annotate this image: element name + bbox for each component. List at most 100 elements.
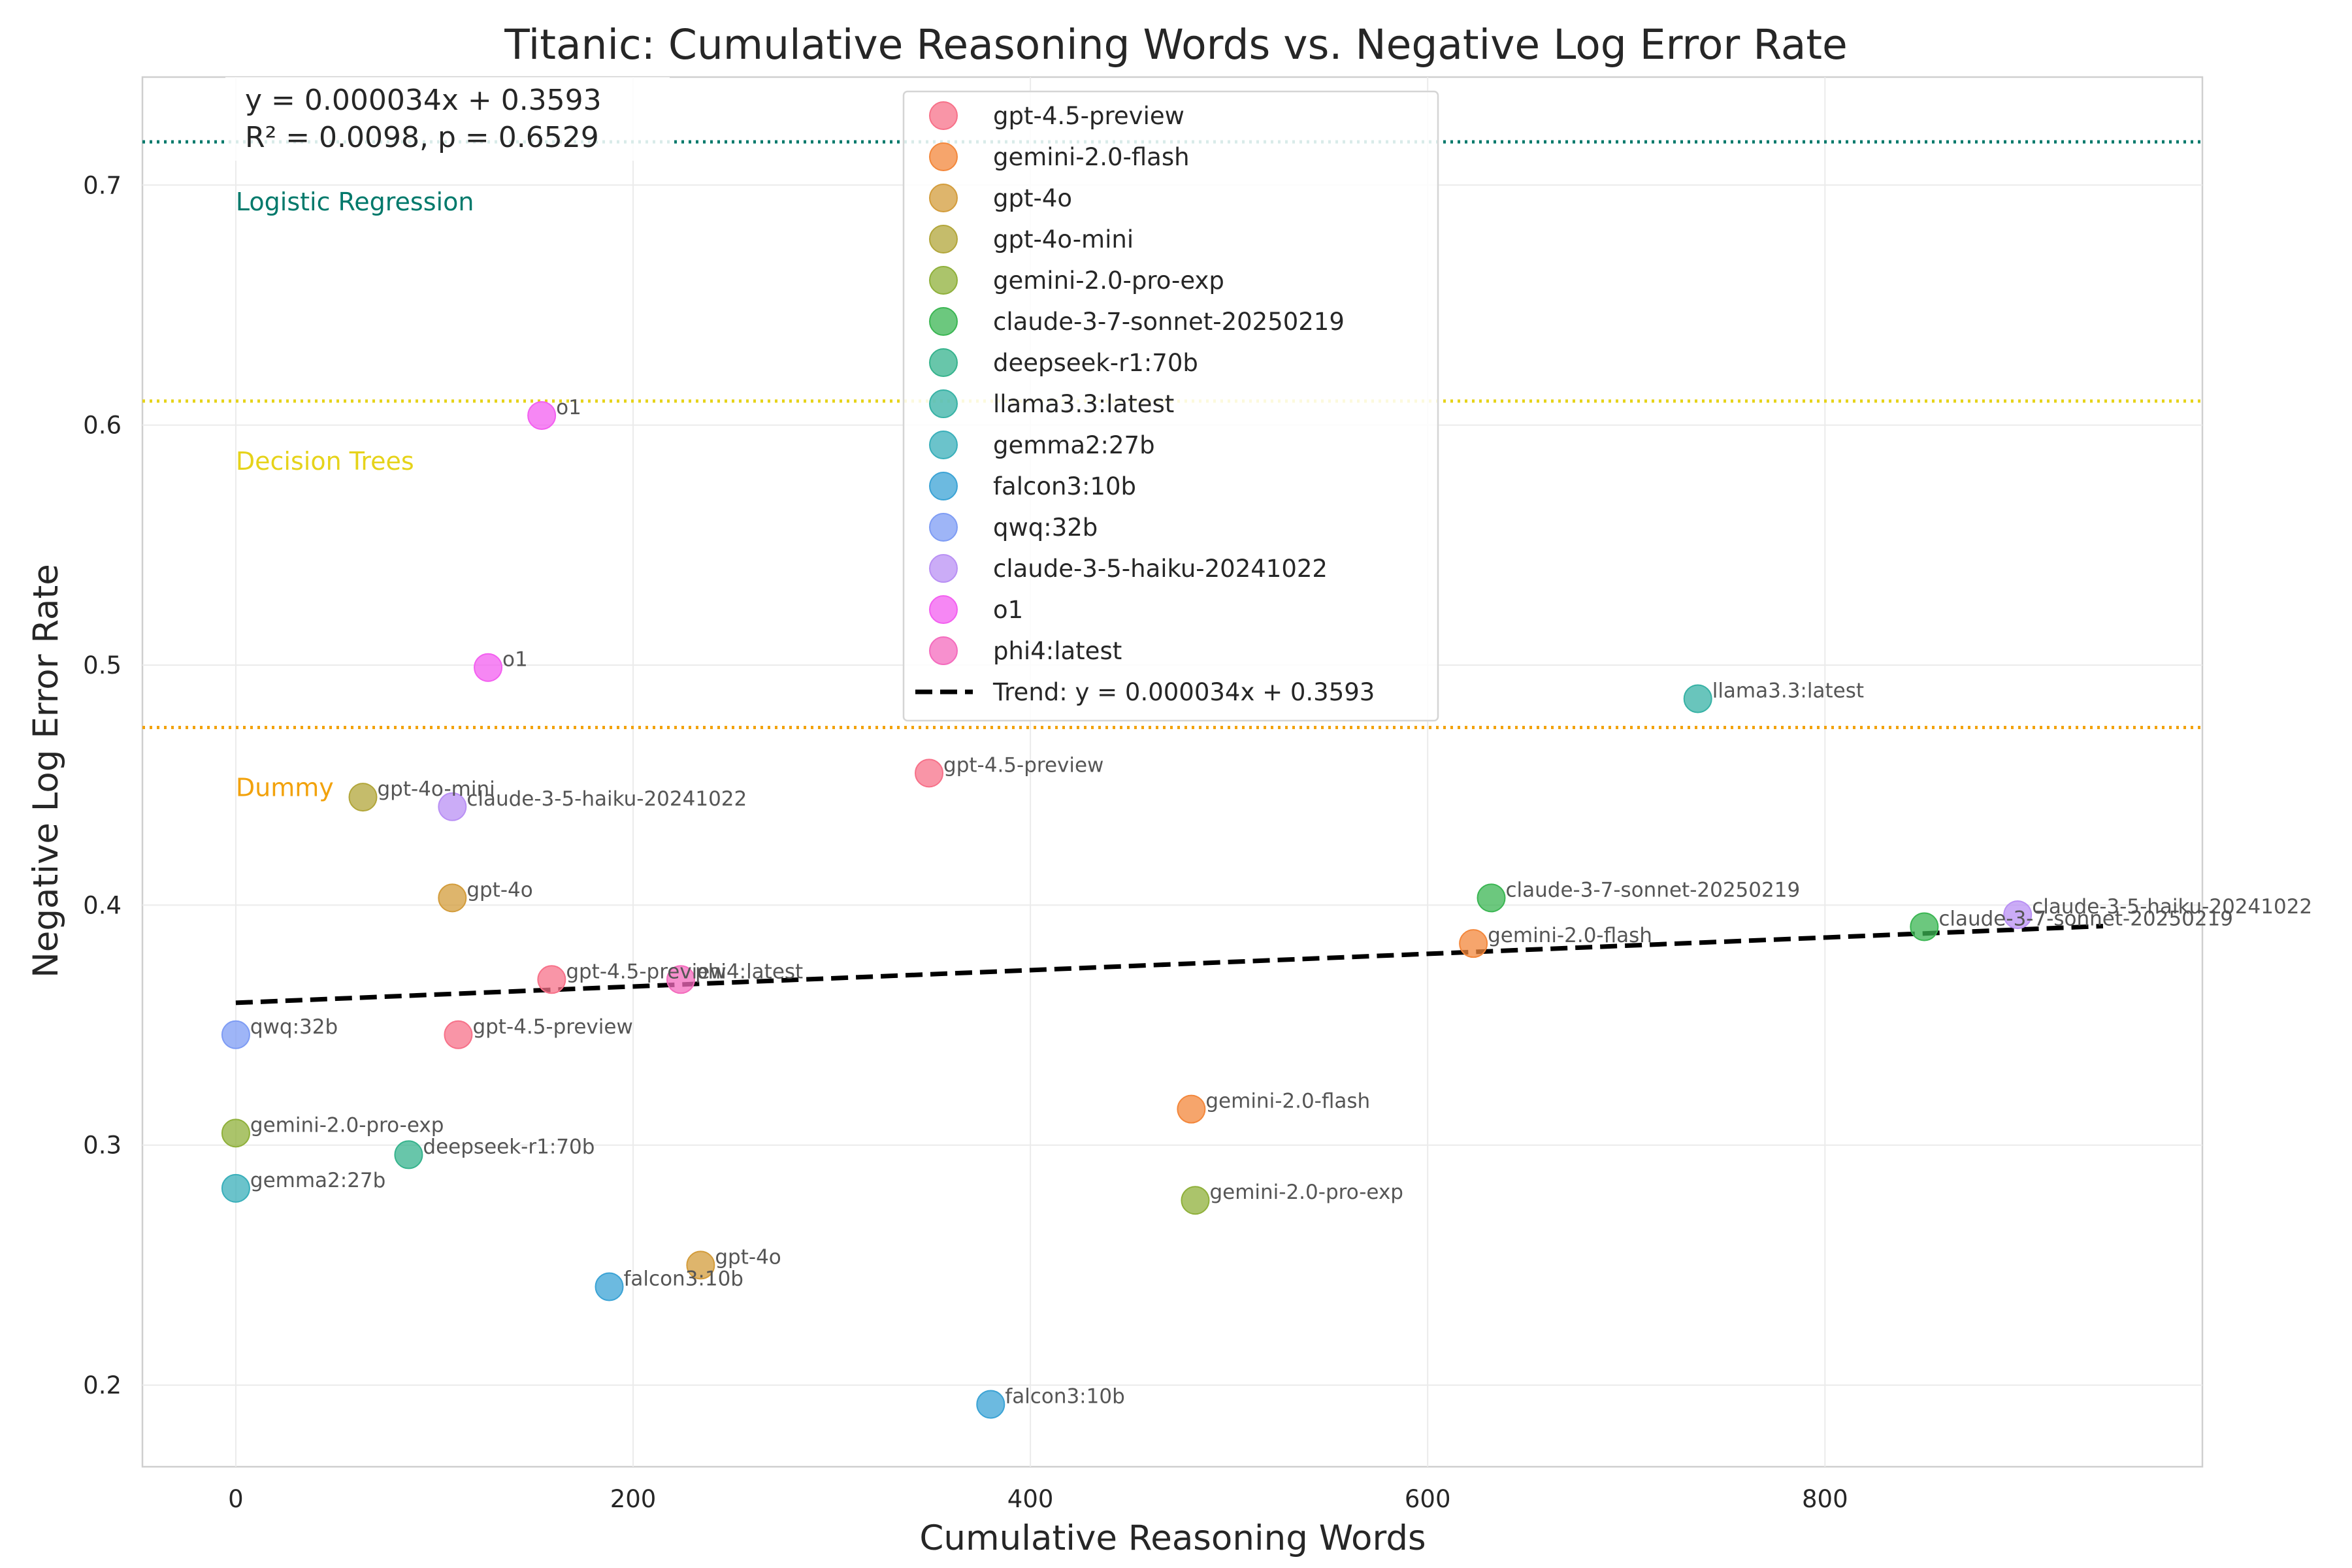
legend-entry-trend: Trend: y = 0.000034x + 0.3593 [992, 678, 1375, 706]
x-tick-label: 0 [228, 1485, 244, 1513]
data-point [1683, 684, 1712, 713]
legend-marker [929, 184, 958, 212]
data-point [221, 1020, 250, 1049]
data-point-label: gpt-4.5-preview [472, 1015, 632, 1039]
data-point-label: gemini-2.0-pro-exp [250, 1113, 444, 1137]
data-point-label: gemini-2.0-flash [1488, 924, 1652, 947]
reference-line-label: Decision Trees [236, 447, 414, 476]
data-point-label: deepseek-r1:70b [423, 1135, 595, 1158]
data-point [1181, 1186, 1210, 1215]
data-point [221, 1119, 250, 1148]
axis-ticks: 0 200 400 600 800 0.2 0.3 0.4 0.5 0.6 0.7 [83, 171, 1848, 1513]
data-point-label: gpt-4o [466, 878, 532, 902]
data-point [1477, 883, 1506, 913]
chart-title: Titanic: Cumulative Reasoning Words vs. … [504, 21, 1848, 69]
legend-entry: gemma2:27b [993, 431, 1155, 459]
legend-entry: deepseek-r1:70b [993, 349, 1198, 377]
legend-entry: gpt-4o [993, 184, 1072, 212]
legend-entry: gpt-4.5-preview [993, 102, 1184, 130]
data-point [474, 653, 503, 682]
y-tick-label: 0.3 [83, 1132, 122, 1160]
y-tick-label: 0.5 [83, 651, 122, 679]
legend: gpt-4.5-preview gemini-2.0-flash gpt-4o gpt… [902, 90, 1439, 722]
data-point [394, 1140, 423, 1169]
data-point-label: claude-3-7-sonnet-20250219 [1938, 907, 2233, 930]
y-tick-label: 0.6 [83, 412, 122, 440]
data-point [527, 400, 557, 430]
x-tick-label: 400 [1007, 1485, 1054, 1513]
grid [142, 77, 2202, 1467]
legend-marker [929, 513, 958, 542]
legend-marker [929, 225, 958, 253]
point-labels: gpt-4.5-preview gpt-4.5-preview gpt-4.5-pr… [250, 396, 2312, 1409]
data-point-label: claude-3-5-haiku-20241022 [2032, 895, 2312, 919]
legend-marker [929, 472, 958, 500]
legend-marker [929, 142, 958, 171]
data-point-label: gemma2:27b [250, 1169, 385, 1192]
legend-marker [929, 101, 958, 130]
data-point [438, 792, 467, 821]
legend-entry: phi4:latest [993, 637, 1122, 665]
legend-entry: claude-3-5-haiku-20241022 [993, 555, 1328, 583]
data-point-label: claude-3-7-sonnet-20250219 [1506, 878, 1801, 902]
data-point [2003, 900, 2033, 930]
data-point-label: llama3.3:latest [1712, 679, 1864, 702]
data-point-label: gpt-4o [715, 1245, 781, 1269]
legend-frame [902, 90, 1439, 722]
data-point-label: o1 [502, 648, 528, 672]
x-tick-label: 800 [1802, 1485, 1848, 1513]
data-point-label: o1 [556, 396, 581, 419]
data-point [221, 1173, 250, 1203]
legend-entry: claude-3-7-sonnet-20250219 [993, 308, 1345, 336]
data-point [1177, 1094, 1206, 1124]
y-tick-label: 0.4 [83, 891, 122, 919]
legend-entry: qwq:32b [993, 514, 1098, 542]
legend-marker [929, 595, 958, 624]
x-tick-label: 600 [1405, 1485, 1451, 1513]
legend-marker [929, 307, 958, 336]
legend-marker [929, 636, 958, 665]
data-point [915, 759, 944, 788]
x-axis-label: Cumulative Reasoning Words [919, 1518, 1426, 1558]
legend-entry: o1 [993, 596, 1023, 624]
data-point-label: gemini-2.0-flash [1205, 1090, 1370, 1113]
data-point [686, 1250, 715, 1280]
y-tick-label: 0.2 [83, 1371, 122, 1399]
legend-entry: llama3.3:latest [993, 390, 1174, 418]
data-point [1910, 912, 1939, 941]
data-point [438, 883, 467, 913]
data-point [595, 1272, 624, 1301]
legend-marker [929, 389, 958, 418]
data-point-label: gpt-4o-mini [377, 777, 495, 801]
stats-r2-p: R² = 0.0098, p = 0.6529 [245, 121, 599, 154]
data-point [976, 1390, 1005, 1419]
data-point-label: gpt-4.5-preview [566, 960, 726, 983]
legend-entry: gemini-2.0-flash [993, 143, 1190, 171]
y-axis-label: Negative Log Error Rate [26, 564, 66, 978]
data-point-label: gpt-4.5-preview [943, 753, 1103, 777]
legend-marker [929, 554, 958, 583]
reference-line-label: Logistic Regression [236, 188, 474, 216]
data-points [221, 400, 2033, 1419]
data-point-label: qwq:32b [250, 1015, 338, 1039]
data-point-label: falcon3:10b [624, 1267, 743, 1290]
x-tick-label: 200 [610, 1485, 657, 1513]
data-point [666, 965, 695, 994]
stats-equation: y = 0.000034x + 0.3593 [245, 84, 602, 117]
legend-entry: falcon3:10b [993, 472, 1136, 500]
data-point-label: claude-3-5-haiku-20241022 [466, 787, 747, 811]
legend-marker [929, 266, 958, 295]
legend-entry: gemini-2.0-pro-exp [993, 267, 1224, 295]
data-point [1459, 929, 1488, 958]
stats-box: y = 0.000034x + 0.3593 R² = 0.0098, p = … [225, 77, 670, 161]
data-point [444, 1020, 473, 1049]
data-point-label: phi4:latest [695, 960, 803, 983]
data-point-label: gemini-2.0-pro-exp [1209, 1181, 1403, 1204]
reference-line-label: Dummy [236, 774, 334, 802]
data-point [537, 965, 566, 994]
data-point-label: falcon3:10b [1005, 1384, 1124, 1408]
legend-entry: gpt-4o-mini [993, 225, 1134, 253]
data-point [348, 783, 378, 812]
y-tick-label: 0.7 [83, 171, 122, 199]
